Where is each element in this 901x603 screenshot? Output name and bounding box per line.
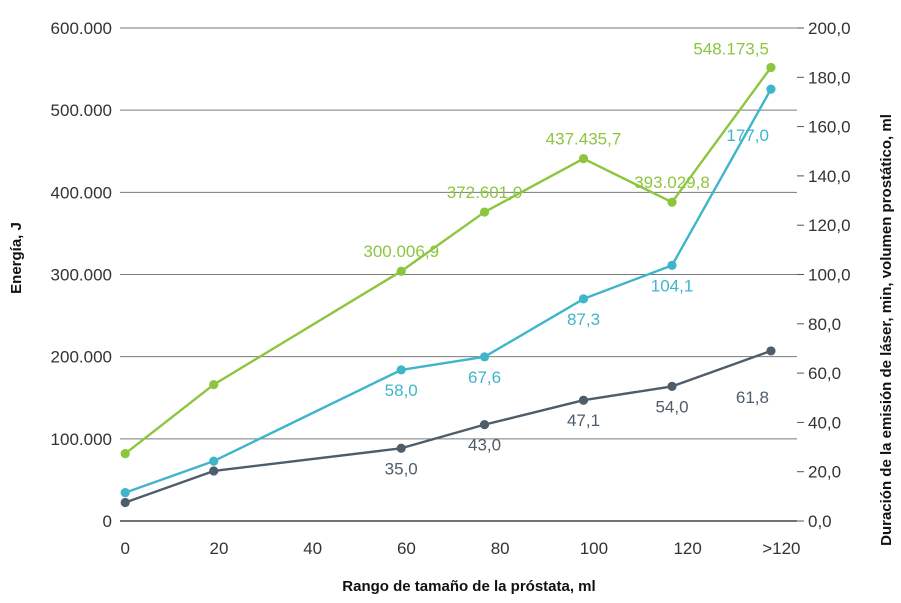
data-label: 372.601,0 [447, 183, 523, 202]
data-label: 87,3 [567, 310, 600, 329]
left-y-tick-label: 0 [103, 512, 112, 531]
data-point [396, 443, 406, 453]
left-y-tick-label: 400.000 [51, 183, 112, 202]
right-y-tick-labels: 0,0 20,0 40,0 60,0 80,0 100,0 120,0 140,0 160,0 1… [808, 19, 851, 531]
left-y-tick-label: 100.000 [51, 430, 112, 449]
series-group [120, 62, 776, 508]
data-point [209, 380, 219, 390]
data-point [667, 381, 677, 392]
data-label: 300.006,9 [363, 242, 439, 261]
data-label: 104,1 [651, 276, 694, 295]
data-point [766, 346, 776, 356]
x-tick-labels: 0 20 40 60 80 100 120 >120 [120, 539, 800, 558]
x-tick-label: >120 [762, 539, 800, 558]
left-y-tick-label: 300.000 [51, 266, 112, 285]
data-point [396, 266, 406, 276]
x-tick-label: 0 [120, 539, 129, 558]
right-y-tick-label: 140,0 [808, 167, 851, 186]
data-label: 54,0 [655, 397, 688, 416]
data-point [479, 420, 490, 430]
data-label: 61,8 [736, 388, 769, 407]
right-y-tick-label: 100,0 [808, 266, 851, 285]
data-label: 548.173,5 [693, 39, 769, 58]
data-label: 43,0 [468, 436, 501, 455]
left-y-tick-label: 200.000 [51, 348, 112, 367]
gridlines [120, 27, 804, 522]
right-y-tick-label: 80,0 [808, 315, 841, 334]
data-point [120, 449, 130, 459]
right-y-tick-label: 120,0 [808, 216, 851, 235]
data-label: 47,1 [567, 411, 600, 430]
left-y-tick-label: 500.000 [51, 101, 112, 120]
x-axis-title: Rango de tamaño de la próstata, ml [342, 578, 595, 595]
data-point [396, 365, 406, 375]
data-label: 177,0 [726, 126, 769, 145]
right-y-tick-label: 20,0 [808, 463, 841, 482]
data-label: 58,0 [385, 381, 418, 400]
data-point [120, 497, 130, 508]
left-y-tick-label: 600.000 [51, 19, 112, 38]
right-y-tick-label: 60,0 [808, 364, 841, 383]
x-tick-label: 80 [491, 539, 510, 558]
data-label: 437.435,7 [546, 130, 622, 149]
right-y-tick-label: 180,0 [808, 68, 851, 87]
data-point [667, 260, 677, 270]
right-y-tick-label: 0,0 [808, 512, 832, 531]
data-point [766, 84, 776, 94]
data-point [120, 488, 130, 498]
left-y-tick-labels: 0 100.000 200.000 300.000 400.000 500.000 600.… [51, 19, 112, 531]
data-label: 35,0 [385, 459, 418, 478]
data-label: 67,6 [468, 368, 501, 387]
data-point [667, 197, 677, 207]
right-y-axis-title: Duración de la emisión de láser, min, vo… [878, 114, 895, 546]
series-line [124, 349, 772, 504]
data-point [479, 352, 490, 362]
x-tick-label: 40 [303, 539, 322, 558]
left-y-axis-title: Energía, J [8, 222, 25, 294]
data-point [578, 154, 589, 164]
data-point [578, 294, 589, 304]
data-labels-group: 300.006,9 372.601,0 437.435,7 393.029,8 548.… [363, 39, 769, 478]
data-point [766, 62, 776, 73]
data-point [578, 395, 589, 405]
x-tick-label: 100 [580, 539, 608, 558]
data-point [209, 466, 219, 476]
data-point [209, 456, 219, 466]
right-y-tick-label: 200,0 [808, 19, 851, 38]
data-point [479, 207, 490, 217]
right-y-tick-label: 40,0 [808, 413, 841, 432]
x-tick-label: 120 [673, 539, 701, 558]
x-tick-label: 20 [209, 539, 228, 558]
x-tick-label: 60 [397, 539, 416, 558]
data-label: 393.029,8 [634, 173, 710, 192]
right-y-tick-label: 160,0 [808, 118, 851, 137]
